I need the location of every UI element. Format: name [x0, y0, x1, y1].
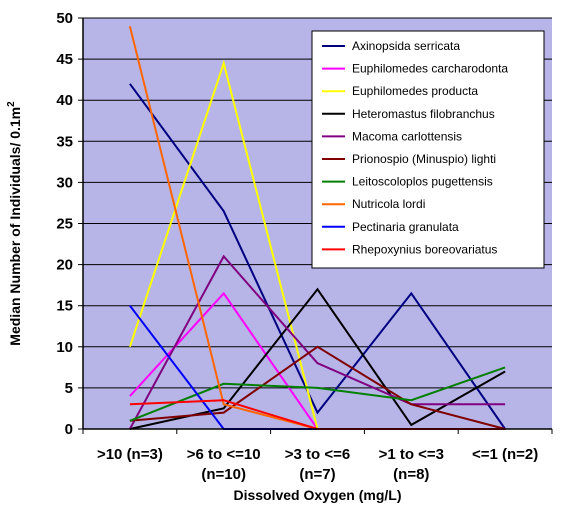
- y-tick-label: 35: [56, 133, 73, 150]
- series-line: [129, 345, 506, 430]
- series-line: [129, 83, 506, 430]
- legend-label: Nutricola lordi: [352, 197, 425, 211]
- y-tick-label: 25: [56, 216, 73, 233]
- y-tick-label: 15: [56, 298, 73, 315]
- y-tick-label: 10: [56, 339, 73, 356]
- legend-box: [311, 30, 545, 269]
- y-axis-title: Median Number of Individuals/ 0.1m2: [6, 101, 23, 346]
- x-tick-label: >3 to <=6 (n=7): [285, 446, 350, 483]
- series-line: [129, 254, 506, 430]
- y-tick-label: 50: [56, 10, 73, 27]
- y-tick-label: 45: [56, 51, 73, 68]
- x-axis-ticks: >10 (n=3) >6 to <=10 (n=10)>3 to <=6 (n=7)>…: [82, 429, 553, 483]
- x-tick-label-line: <=1 (n=2): [472, 446, 538, 463]
- legend-label: Pectinaria granulata: [352, 220, 459, 234]
- legend: Axinopsida serricata Euphilomedes carchar…: [311, 30, 545, 269]
- legend-label: Rhepoxynius boreovariatus: [352, 242, 497, 256]
- x-tick-label: <=1 (n=2): [472, 446, 538, 463]
- legend-label: Prionospio (Minuspio) lighti: [352, 152, 496, 166]
- y-tick-label: 0: [65, 421, 73, 438]
- x-tick-label-line: >3 to <=6: [285, 446, 350, 463]
- x-tick-label-line: (n=10): [201, 466, 246, 483]
- x-axis-title: Dissolved Oxygen (mg/L): [233, 487, 401, 503]
- legend-label: Heteromastus filobranchus: [352, 107, 495, 121]
- y-tick-label: 5: [65, 380, 73, 397]
- x-tick-label-line: (n=7): [299, 466, 335, 483]
- y-tick-label: 30: [56, 174, 73, 191]
- y-axis-ticks: 0 5 10 15 20 25 30 35 40 45 50: [56, 10, 83, 438]
- x-tick-label-line: (n=8): [393, 466, 429, 483]
- x-tick-label-line: >1 to <=3: [379, 446, 444, 463]
- y-axis-title-text: Median Number of Individuals/ 0.1m: [7, 107, 23, 346]
- x-tick-label: >1 to <=3 (n=8): [379, 446, 444, 483]
- y-tick-label: 40: [56, 92, 73, 109]
- x-tick-label: >10 (n=3): [97, 446, 163, 463]
- series-line: [129, 366, 506, 422]
- legend-label: Macoma carlottensis: [352, 129, 462, 143]
- x-tick-label: >6 to <=10 (n=10): [187, 446, 261, 483]
- legend-label: Euphilomedes producta: [352, 84, 478, 98]
- x-tick-label-line: >10 (n=3): [97, 446, 163, 463]
- x-tick-label-line: >6 to <=10: [187, 446, 261, 463]
- legend-label: Axinopsida serricata: [352, 39, 460, 53]
- y-axis-title-superscript: 2: [6, 101, 17, 107]
- legend-label: Leitoscoloplos pugettensis: [352, 175, 493, 189]
- legend-label: Euphilomedes carcharodonta: [352, 62, 508, 76]
- y-tick-label: 20: [56, 257, 73, 274]
